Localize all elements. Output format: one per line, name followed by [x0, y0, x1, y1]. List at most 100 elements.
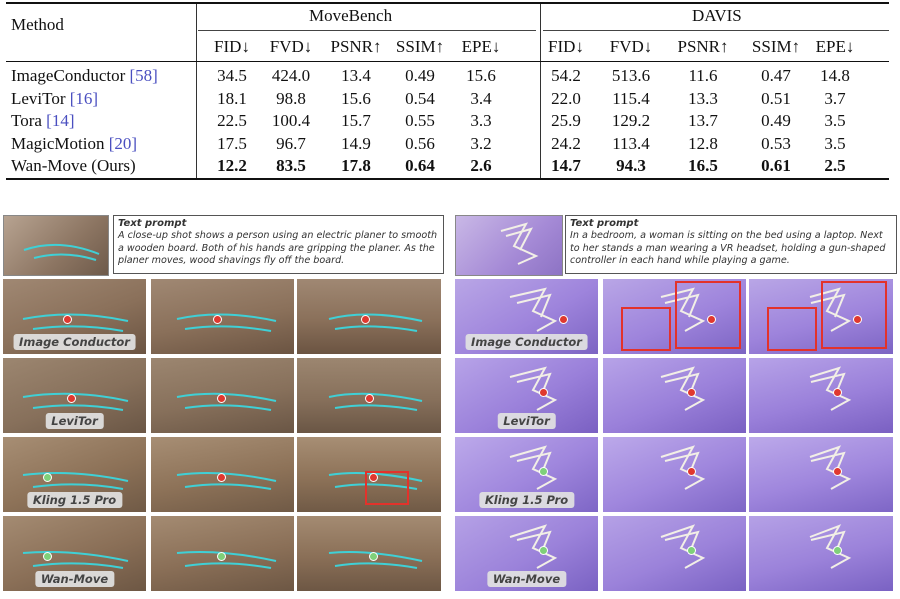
method-name: MagicMotion [20]	[11, 134, 137, 154]
table-cell: 96.7	[276, 133, 306, 153]
method-name: Wan-Move (Ours)	[11, 156, 136, 176]
citation-link[interactable]: [58]	[129, 66, 158, 85]
table-cell: 424.0	[271, 66, 311, 85]
track-point-marker	[559, 315, 568, 324]
table-cell: 0.54	[405, 88, 435, 108]
trajectory-path	[509, 287, 558, 332]
method-label: Image Conductor	[13, 334, 136, 350]
video-frame	[151, 437, 294, 512]
prompt-text: A close-up shot shows a person using an …	[118, 230, 438, 267]
track-point-marker	[217, 552, 226, 561]
trajectory-path	[509, 445, 558, 490]
trajectory-path	[516, 293, 552, 318]
trajectory-path	[184, 562, 272, 569]
video-frame	[603, 516, 746, 591]
table-cell: 15.6	[341, 88, 371, 108]
citation-link[interactable]: [16]	[69, 88, 99, 108]
table-cell: 14.9	[341, 133, 371, 153]
failure-highlight-box	[675, 281, 741, 349]
table-cell: 3.3	[470, 111, 492, 130]
trajectory-path	[660, 366, 706, 411]
citation-link[interactable]: [14]	[46, 111, 75, 130]
video-frame: Wan-Move	[3, 516, 146, 591]
track-point-marker	[369, 473, 378, 482]
table-cell: 14.8	[820, 66, 850, 85]
method-label: LeviTor	[497, 413, 556, 429]
metric-header: FVD↓	[609, 37, 653, 56]
video-frame: Kling 1.5 Pro	[3, 437, 146, 512]
video-frame	[749, 358, 893, 433]
metric-header: EPE↓	[815, 37, 855, 56]
table-cell: 18.1	[217, 88, 247, 108]
table-cell: 2.5	[824, 156, 846, 175]
table-cell: 98.8	[276, 88, 306, 108]
citation-link[interactable]: [20]	[108, 133, 138, 153]
video-frame	[603, 279, 746, 354]
table-cell: 0.51	[761, 88, 791, 108]
table-cell: 3.7	[824, 88, 846, 108]
trajectory-path	[660, 445, 706, 490]
table-cell: 3.5	[824, 133, 846, 153]
method-label: Kling 1.5 Pro	[478, 492, 575, 508]
table-cell: 0.47	[761, 66, 791, 85]
trajectory-path	[32, 562, 124, 569]
results-table: Method MoveBench DAVIS FID↓ FVD↓ PSNR↑ SSIM…	[6, 2, 889, 182]
group-header-movebench: MoveBench	[309, 6, 393, 25]
trajectory-overlay	[328, 313, 423, 332]
video-frame	[297, 516, 441, 591]
metric-header: EPE↓	[461, 37, 501, 56]
trajectory-path	[509, 366, 558, 411]
table-cell: 83.5	[276, 156, 306, 175]
trajectory-path	[176, 392, 277, 402]
video-frame: LeviTor	[455, 358, 598, 433]
trajectory-path	[184, 404, 272, 411]
qualitative-figure-planer: Text prompt A close-up shot shows a pers…	[3, 215, 444, 599]
trajectory-path	[328, 313, 423, 322]
bottom-rule	[6, 178, 889, 180]
video-frame	[151, 279, 294, 354]
prompt-text: In a bedroom, a woman is sitting on the …	[570, 230, 886, 267]
video-frame	[297, 437, 441, 512]
text-prompt-box: Text prompt A close-up shot shows a pers…	[113, 215, 444, 274]
track-point-marker	[217, 473, 226, 482]
trajectory-path	[32, 325, 124, 332]
method-name: Tora [14]	[11, 111, 74, 131]
table-cell: 129.2	[611, 111, 651, 130]
trajectory-overlay	[660, 445, 706, 490]
trajectory-overlay	[509, 287, 558, 332]
track-point-marker	[217, 394, 226, 403]
trajectory-path	[334, 404, 418, 411]
method-header: Method	[11, 15, 64, 34]
failure-highlight-box	[365, 471, 409, 505]
table-cell: 13.7	[688, 111, 718, 130]
track-point-marker	[833, 467, 842, 476]
trajectory-overlay	[660, 366, 706, 411]
video-frame: Image Conductor	[3, 279, 146, 354]
track-point-marker	[43, 552, 52, 561]
table-cell: 0.56	[405, 133, 435, 153]
trajectory-overlay	[809, 524, 852, 569]
table-cell: 13.4	[341, 66, 371, 85]
method-label: Wan-Move	[34, 571, 115, 587]
table-cell: 22.5	[217, 111, 247, 130]
table-cell: 0.49	[405, 66, 435, 85]
table-cell: 2.6	[470, 156, 492, 175]
method-label: LeviTor	[45, 413, 104, 429]
reference-frame	[3, 215, 109, 276]
trajectory-path	[809, 524, 852, 569]
track-point-marker	[687, 546, 696, 555]
trajectory-path	[32, 404, 124, 411]
table-cell: 15.7	[341, 111, 371, 130]
text-prompt-box: Text prompt In a bedroom, a woman is sit…	[565, 215, 897, 274]
trajectory-path	[809, 366, 852, 411]
metric-header: SSIM↑	[395, 37, 445, 56]
method-label: MagicMotion	[11, 133, 105, 153]
column-divider	[196, 4, 197, 180]
table-cell: 0.61	[761, 156, 791, 175]
trajectory-path	[509, 524, 558, 569]
table-cell: 115.4	[612, 88, 650, 108]
method-name: LeviTor [16]	[11, 89, 98, 109]
failure-highlight-box	[821, 281, 887, 349]
table-cell: 34.5	[217, 66, 247, 85]
trajectory-overlay	[22, 472, 129, 490]
